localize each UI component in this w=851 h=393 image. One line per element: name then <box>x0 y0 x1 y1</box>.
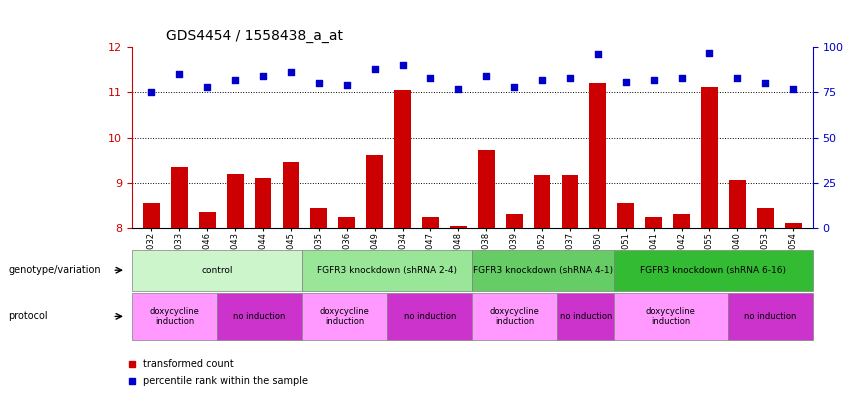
Bar <box>254 178 271 228</box>
Point <box>424 75 437 81</box>
Point <box>479 73 493 79</box>
Point <box>675 75 688 81</box>
Text: no induction: no induction <box>744 312 797 321</box>
Text: FGFR3 knockdown (shRNA 2-4): FGFR3 knockdown (shRNA 2-4) <box>317 266 457 275</box>
Bar <box>785 223 802 228</box>
Point <box>786 86 800 92</box>
Text: doxycycline
induction: doxycycline induction <box>150 307 199 326</box>
Text: doxycycline
induction: doxycycline induction <box>490 307 540 326</box>
Bar <box>450 226 466 228</box>
Text: genotype/variation: genotype/variation <box>9 265 101 275</box>
Bar <box>757 208 774 228</box>
Point <box>396 62 409 68</box>
Point <box>145 89 158 95</box>
Bar <box>199 212 215 228</box>
Text: percentile rank within the sample: percentile rank within the sample <box>143 376 308 386</box>
Point <box>340 82 353 88</box>
Point <box>758 80 772 86</box>
Point <box>312 80 326 86</box>
Text: no induction: no induction <box>233 312 286 321</box>
Bar <box>366 155 383 228</box>
Point <box>647 77 660 83</box>
Bar <box>311 208 328 228</box>
Point <box>201 84 214 90</box>
Point <box>563 75 577 81</box>
Bar <box>422 217 439 228</box>
Point <box>591 51 605 57</box>
Bar <box>673 214 690 228</box>
Bar <box>645 217 662 228</box>
Bar <box>729 180 745 228</box>
Point <box>703 50 717 56</box>
Bar <box>534 174 551 228</box>
Bar <box>562 174 579 228</box>
Bar <box>143 203 160 228</box>
Bar <box>701 87 718 228</box>
Bar <box>617 203 634 228</box>
Text: FGFR3 knockdown (shRNA 6-16): FGFR3 knockdown (shRNA 6-16) <box>641 266 786 275</box>
Text: doxycycline
induction: doxycycline induction <box>646 307 696 326</box>
Point <box>256 73 270 79</box>
Bar <box>505 214 523 228</box>
Text: transformed count: transformed count <box>143 358 234 369</box>
Point <box>368 66 381 72</box>
Point <box>535 77 549 83</box>
Bar <box>283 162 300 228</box>
Bar <box>590 83 606 228</box>
Text: protocol: protocol <box>9 311 49 321</box>
Text: no induction: no induction <box>560 312 612 321</box>
Text: doxycycline
induction: doxycycline induction <box>320 307 369 326</box>
Text: GDS4454 / 1558438_a_at: GDS4454 / 1558438_a_at <box>166 29 343 43</box>
Text: no induction: no induction <box>403 312 456 321</box>
Point <box>173 71 186 77</box>
Bar <box>478 150 494 228</box>
Text: FGFR3 knockdown (shRNA 4-1): FGFR3 knockdown (shRNA 4-1) <box>473 266 614 275</box>
Text: control: control <box>201 266 233 275</box>
Point <box>730 75 744 81</box>
Bar <box>339 217 355 228</box>
Point <box>507 84 521 90</box>
Bar <box>171 167 188 228</box>
Point <box>619 78 632 84</box>
Bar <box>226 174 243 228</box>
Bar <box>394 90 411 228</box>
Point <box>284 69 298 75</box>
Point <box>452 86 465 92</box>
Point <box>228 77 242 83</box>
